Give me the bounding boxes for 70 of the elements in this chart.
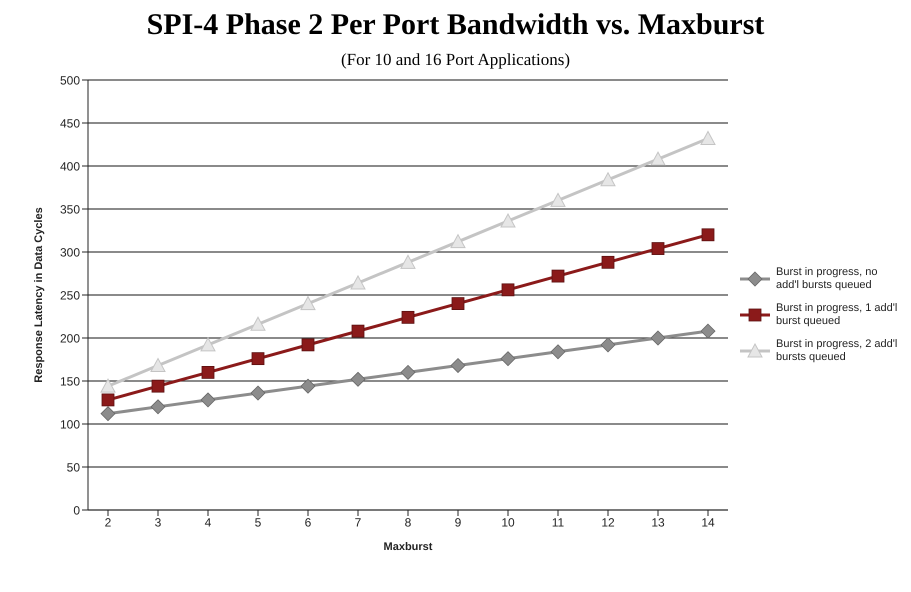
point	[402, 310, 414, 324]
x-tick-label: 4	[204, 516, 212, 530]
x-tick-label: 6	[304, 516, 312, 530]
point	[150, 399, 166, 414]
point	[652, 242, 664, 255]
point	[200, 392, 216, 408]
x-axis-title: Maxburst	[384, 541, 433, 553]
x-tick-label: 12	[601, 516, 615, 530]
point	[550, 192, 566, 207]
legend-label: Burst in progress, 1 add'l burst queued	[776, 302, 898, 328]
point	[400, 254, 416, 269]
point	[600, 172, 616, 186]
y-tick-label: 450	[60, 116, 80, 130]
y-tick-label: 100	[60, 417, 80, 432]
y-tick-label: 350	[60, 202, 80, 216]
point	[700, 324, 716, 339]
point	[352, 324, 364, 338]
point	[500, 351, 516, 366]
y-tick-label: 150	[60, 374, 80, 388]
point	[350, 372, 366, 387]
point	[502, 283, 514, 296]
y-tick-label: 400	[60, 159, 80, 174]
point	[300, 378, 316, 394]
x-tick-label: 2	[104, 516, 112, 530]
point	[350, 275, 366, 290]
point	[450, 234, 466, 248]
legend-label: Burst in progress, 2 add'l bursts queued	[776, 338, 898, 364]
point	[200, 337, 216, 352]
point	[252, 352, 264, 366]
x-tick-label: 9	[454, 516, 462, 530]
x-tick-label: 11	[552, 516, 565, 530]
x-tick-label: 14	[701, 516, 715, 530]
y-tick-label: 500	[60, 73, 80, 88]
point	[452, 297, 464, 310]
point	[100, 406, 116, 422]
x-tick-label: 13	[651, 516, 665, 530]
point	[700, 130, 716, 145]
x-tick-label: 7	[354, 516, 362, 530]
point	[550, 344, 566, 360]
chart-title: SPI-4 Phase 2 Per Port Bandwidth vs. Maxburst	[146, 8, 766, 42]
x-tick-label: 8	[404, 516, 412, 530]
point	[500, 214, 516, 228]
point	[102, 394, 114, 406]
point	[100, 378, 116, 393]
point	[650, 330, 666, 346]
y-tick-label: 200	[60, 331, 80, 346]
x-tick-label: 10	[501, 516, 515, 530]
point	[250, 386, 266, 400]
point	[152, 380, 164, 393]
y-axis-title: Response Latency in Data Cycles	[32, 207, 45, 383]
point	[450, 358, 466, 373]
x-tick-label: 5	[254, 516, 262, 530]
point	[602, 256, 614, 269]
point	[202, 366, 214, 379]
point	[552, 270, 564, 282]
point	[600, 337, 616, 352]
chart-subtitle: (For 10 and 16 Port Applications)	[340, 50, 571, 70]
y-tick-label: 250	[60, 288, 80, 302]
x-tick-label: 3	[154, 516, 162, 530]
y-tick-label: 300	[60, 245, 80, 260]
point	[400, 365, 416, 380]
point	[302, 338, 314, 352]
y-tick-label: 50	[66, 460, 80, 474]
legend-label: Burst in progress, no add'l bursts queued	[776, 266, 878, 292]
point	[702, 228, 714, 242]
point	[150, 358, 166, 372]
y-tick-label: 0	[73, 503, 80, 518]
point	[300, 296, 316, 310]
point	[650, 152, 666, 166]
point	[250, 316, 266, 331]
